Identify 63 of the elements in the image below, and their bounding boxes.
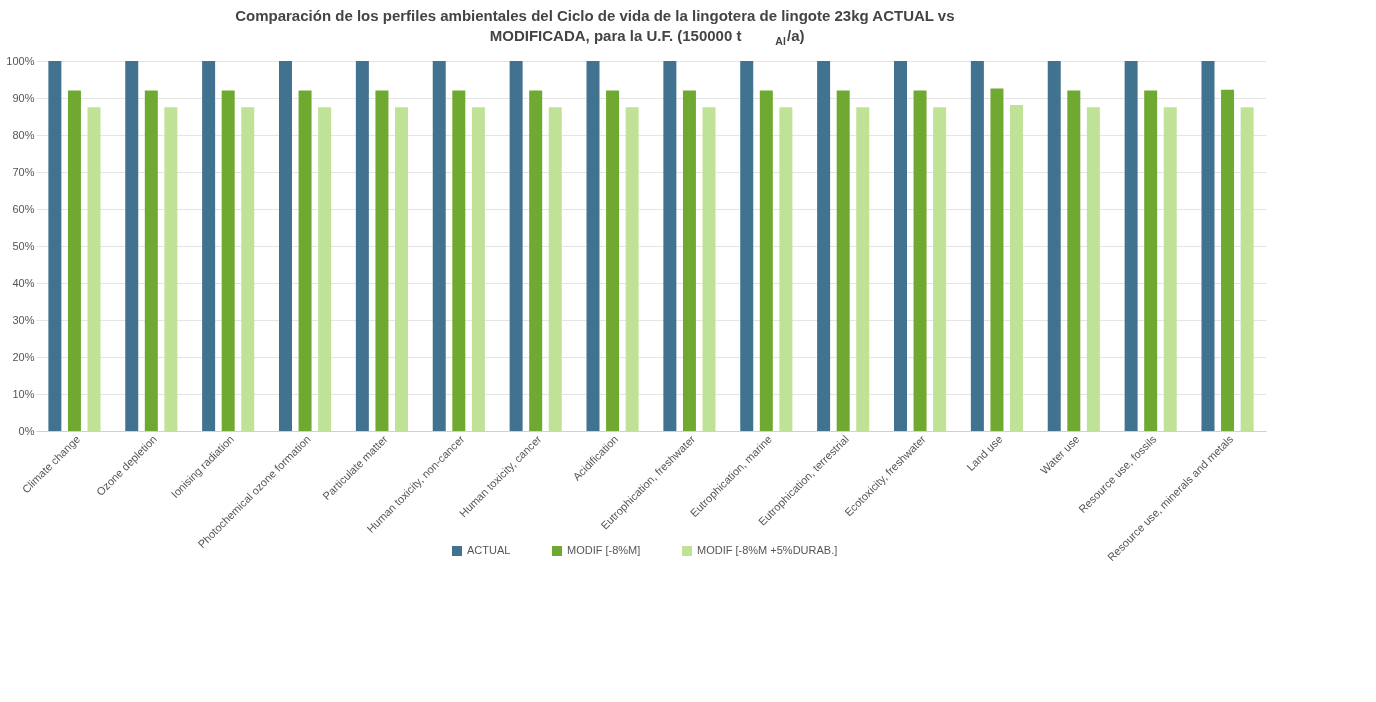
bar [913, 90, 927, 431]
bar [1163, 107, 1177, 431]
bar [702, 107, 716, 431]
y-tick-label: 10% [12, 387, 35, 400]
bar [1086, 107, 1100, 431]
legend-label: MODIF [-8%M +5%DURAB.] [697, 544, 838, 556]
bar [318, 107, 332, 431]
y-tick-label: 90% [12, 91, 35, 104]
y-tick-label: 30% [12, 313, 35, 326]
y-tick-label: 20% [12, 350, 35, 363]
bar [202, 61, 216, 431]
bar [164, 107, 178, 431]
bar [970, 61, 984, 431]
y-tick-label: 100% [6, 54, 35, 67]
bar [67, 90, 81, 431]
bar [1067, 90, 1081, 431]
bar [452, 90, 466, 431]
bar [548, 107, 562, 431]
legend-label: ACTUAL [467, 544, 511, 556]
bar [1010, 105, 1024, 431]
y-tick-label: 80% [12, 128, 35, 141]
bar [1221, 89, 1235, 431]
bar [375, 90, 389, 431]
bar [663, 61, 677, 431]
bar [298, 90, 312, 431]
bar [144, 90, 158, 431]
bar [432, 61, 446, 431]
bar [740, 61, 754, 431]
bar [471, 107, 485, 431]
bar [990, 88, 1004, 431]
bar [221, 90, 235, 431]
bar [1124, 61, 1138, 431]
y-tick-label: 70% [12, 165, 35, 178]
bar [817, 61, 831, 431]
bar [759, 90, 773, 431]
bar [856, 107, 870, 431]
bar [1144, 90, 1158, 431]
text: Comparación de los perfiles ambientales del Ciclo de vida de la lingotera de lingote 23kg ACTUAL vs [235, 7, 955, 24]
bar [779, 107, 793, 431]
bar [933, 107, 947, 431]
bar [1201, 61, 1215, 431]
bar [125, 61, 139, 431]
y-tick-label: 50% [12, 239, 35, 252]
bar [509, 61, 523, 431]
bar [893, 61, 907, 431]
bar [836, 90, 850, 431]
bar [1240, 107, 1254, 431]
bar [625, 107, 639, 431]
legend-label: MODIF [-8%M] [567, 544, 641, 556]
y-tick-label: 60% [12, 202, 35, 215]
bar [395, 107, 409, 431]
bar [355, 61, 369, 431]
y-tick-label: 40% [12, 276, 35, 289]
bar [606, 90, 620, 431]
y-tick-label: 0% [18, 424, 35, 437]
bar [682, 90, 696, 431]
bar [48, 61, 62, 431]
bar [529, 90, 543, 431]
bar [1047, 61, 1061, 431]
bar [586, 61, 600, 431]
bar [278, 61, 292, 431]
bar [241, 107, 255, 431]
bar [87, 107, 101, 431]
